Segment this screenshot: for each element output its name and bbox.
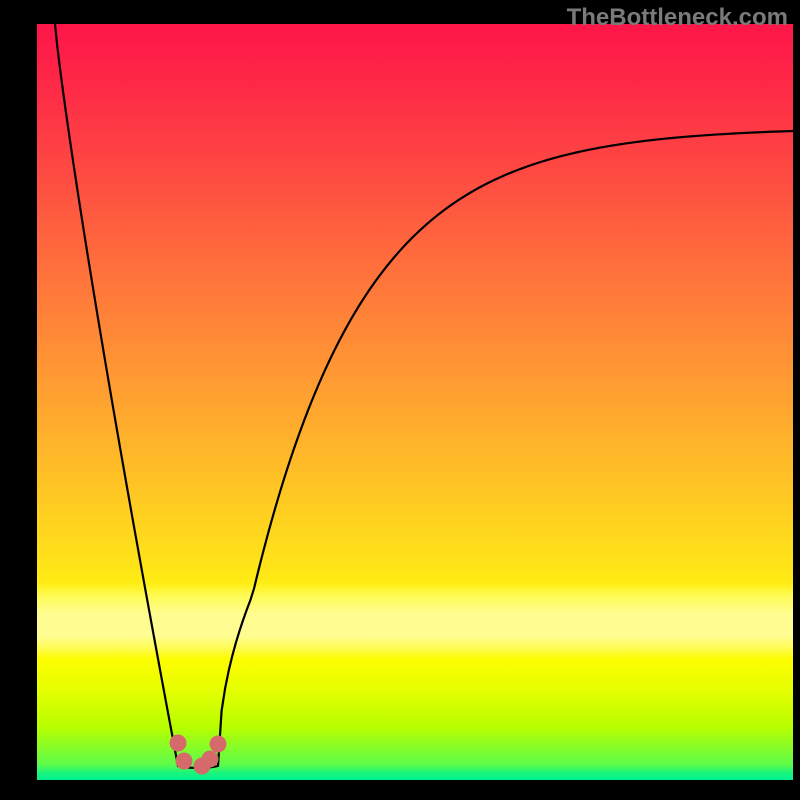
marker-dot (210, 736, 227, 753)
marker-dot (170, 735, 187, 752)
chart-svg (37, 24, 793, 780)
marker-dot (176, 753, 193, 770)
figure-container: TheBottleneck.com (0, 0, 800, 800)
marker-dot (202, 751, 219, 768)
plot-area (37, 24, 793, 780)
watermark-text: TheBottleneck.com (567, 4, 788, 32)
